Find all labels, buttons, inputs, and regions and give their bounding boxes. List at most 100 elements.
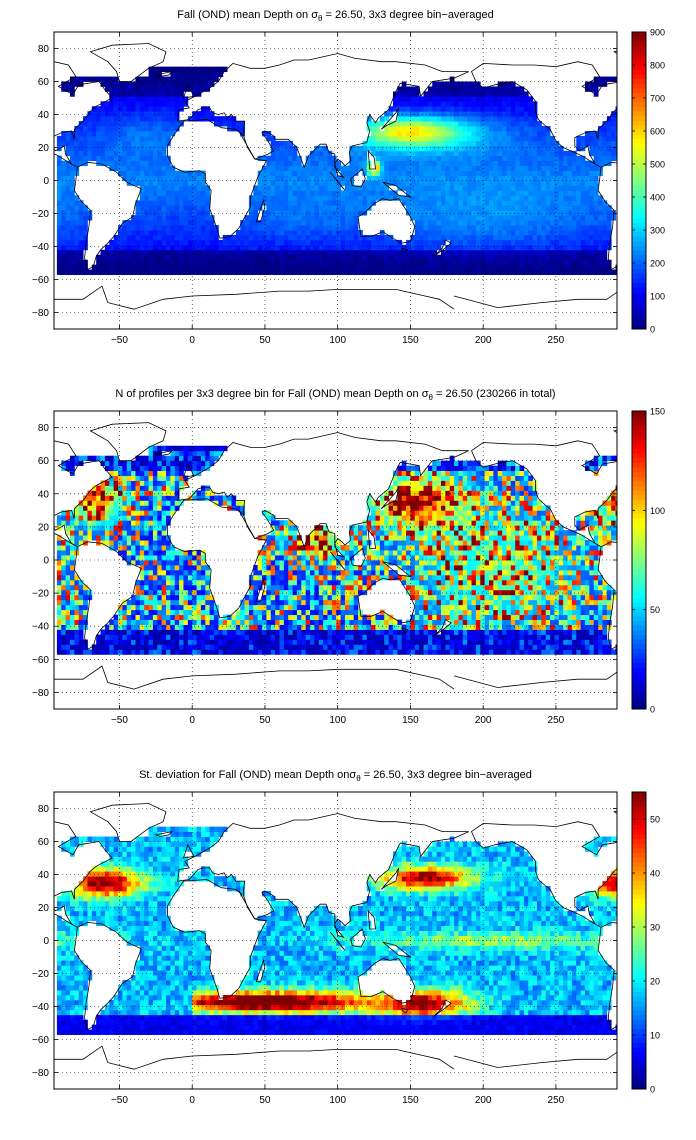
bin-cell (275, 155, 280, 162)
bin-cell (327, 170, 333, 176)
bin-cell (187, 574, 193, 581)
bin-cell (166, 614, 171, 620)
bin-cell (331, 259, 337, 266)
bin-cell (580, 225, 586, 231)
bin-cell (488, 230, 494, 236)
bin-cell (427, 155, 433, 162)
bin-cell (288, 200, 293, 206)
colorbar-swatch (632, 264, 646, 270)
bin-cell (606, 215, 612, 221)
bin-cell (532, 126, 538, 132)
bin-cell (427, 190, 433, 196)
bin-cell (401, 111, 407, 117)
bin-cell (283, 259, 289, 266)
bin-cell (502, 180, 507, 186)
bin-cell (209, 230, 215, 236)
bin-cell (139, 604, 145, 611)
bin-cell (157, 111, 163, 117)
bin-cell (91, 264, 97, 270)
bin-cell (510, 234, 516, 241)
bin-cell (510, 150, 516, 157)
bin-cell (388, 111, 394, 117)
bin-cell (148, 530, 154, 536)
bin-cell (179, 574, 184, 581)
bin-cell (244, 230, 250, 236)
bin-cell (240, 239, 245, 246)
bin-cell (192, 569, 197, 576)
bin-cell (122, 111, 128, 117)
bin-cell (262, 210, 267, 216)
bin-cell (100, 485, 106, 491)
bin-cell (314, 264, 320, 270)
bin-cell (279, 195, 285, 201)
bin-cell (458, 244, 464, 251)
bin-cell (598, 230, 603, 236)
bin-cell (109, 500, 115, 506)
bin-cell (74, 639, 80, 645)
bin-cell (170, 584, 176, 591)
bin-cell (70, 135, 75, 142)
bin-cell (327, 244, 333, 251)
bin-cell (480, 190, 486, 196)
bin-cell (602, 160, 608, 167)
bin-cell (109, 535, 115, 541)
bin-cell (135, 555, 141, 561)
bin-cell (118, 111, 123, 117)
bin-cell (611, 135, 616, 142)
bin-cell (183, 234, 189, 241)
bin-cell (545, 175, 551, 181)
bin-cell (205, 185, 211, 191)
bin-cell (584, 225, 590, 231)
coastline (167, 119, 268, 239)
bin-cell (200, 71, 206, 77)
bin-cell (358, 210, 363, 216)
bin-cell (449, 126, 455, 132)
bin-cell (205, 81, 211, 87)
bin-cell (100, 455, 106, 462)
bin-cell (122, 121, 128, 127)
bin-cell (379, 145, 385, 152)
bin-cell (406, 101, 411, 107)
bin-cell (170, 175, 176, 181)
bin-cell (139, 106, 145, 112)
bin-cell (126, 225, 132, 231)
bin-cell (109, 480, 115, 486)
bin-cell (406, 200, 411, 206)
bin-cell (74, 249, 80, 256)
bin-cell (375, 150, 381, 157)
bin-cell (192, 239, 197, 246)
bin-cell (545, 259, 551, 266)
bin-cell (139, 530, 145, 536)
bin-cell (174, 495, 180, 501)
bin-cell (83, 510, 88, 516)
bin-cell (218, 254, 224, 261)
bin-cell (445, 145, 451, 152)
bin-cell (471, 116, 477, 122)
bin-cell (384, 264, 389, 270)
bin-cell (427, 131, 433, 137)
bin-cell (78, 525, 84, 531)
bin-cell (118, 629, 123, 635)
bin-cell (78, 254, 84, 261)
bin-cell (157, 200, 163, 206)
bin-cell (458, 81, 464, 87)
bin-cell (192, 609, 197, 616)
bin-cell (83, 599, 88, 606)
bin-cell (454, 155, 459, 162)
bin-cell (118, 535, 123, 541)
bin-cell (56, 599, 62, 606)
bin-cell (170, 259, 176, 266)
bin-cell (139, 455, 145, 462)
bin-cell (170, 589, 176, 596)
bin-cell (550, 160, 555, 167)
bin-cell (131, 215, 136, 221)
bin-cell (126, 480, 132, 486)
bin-cell (179, 239, 184, 246)
bin-cell (131, 249, 136, 256)
bin-cell (262, 215, 267, 221)
bin-cell (118, 480, 123, 486)
bin-cell (144, 269, 149, 275)
bin-cell (401, 135, 407, 142)
bin-cell (440, 101, 446, 107)
bin-cell (200, 455, 206, 462)
